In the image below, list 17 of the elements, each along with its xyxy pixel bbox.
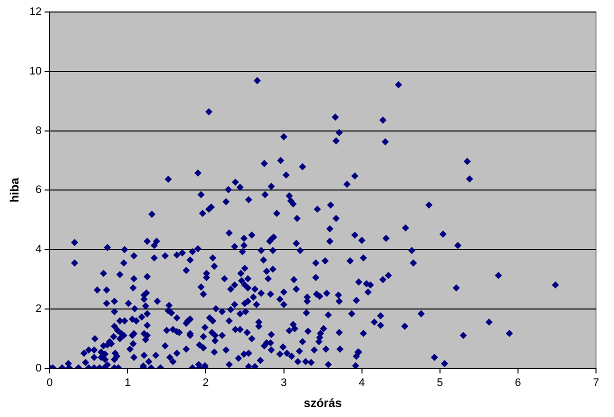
x-tick-label: 3 bbox=[280, 377, 287, 390]
y-tick-label: 0 bbox=[36, 362, 42, 374]
y-tick-label: 4 bbox=[36, 244, 42, 256]
x-tick-label: 0 bbox=[46, 377, 53, 390]
x-tick-label: 2 bbox=[202, 377, 209, 390]
y-tick-label: 6 bbox=[36, 184, 42, 196]
x-tick-label: 1 bbox=[124, 377, 131, 390]
y-axis-title: hiba bbox=[8, 178, 22, 203]
x-tick-label: 6 bbox=[514, 377, 522, 390]
y-tick-label: 12 bbox=[29, 6, 42, 18]
y-tick-label: 8 bbox=[36, 124, 42, 137]
x-tick-label: 4 bbox=[358, 377, 365, 390]
x-axis-title: szórás bbox=[304, 396, 342, 410]
y-tick-label: 2 bbox=[36, 303, 42, 316]
x-tick-label: 5 bbox=[436, 377, 443, 390]
y-tick-label: 10 bbox=[29, 65, 42, 78]
x-tick-label: 7 bbox=[592, 377, 600, 390]
